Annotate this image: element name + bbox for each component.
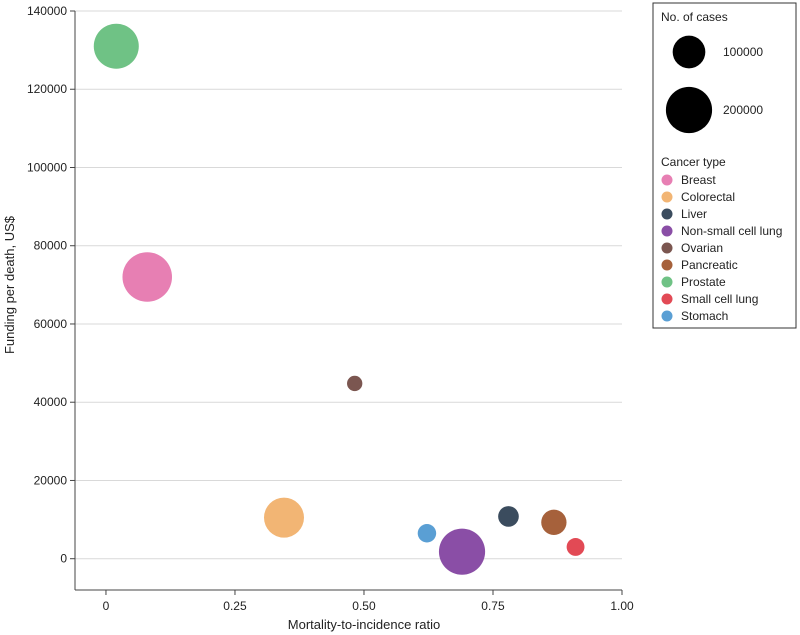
y-tick-label: 20000 [34,473,68,487]
x-tick-label: 0.50 [352,599,376,613]
legend-swatch [661,242,673,254]
gridlines [75,10,622,560]
x-tick-label: 0.25 [223,599,247,613]
y-tick-label: 100000 [27,160,67,174]
legend-swatch [661,276,673,288]
legend-swatch [661,293,673,305]
size-legend-label: 100000 [723,45,763,59]
size-legend-title: No. of cases [661,10,728,24]
y-tick-label: 0 [60,552,67,566]
legend-label: Colorectal [681,190,735,204]
bubble-ovarian [347,375,363,392]
x-tick-label: 0 [103,599,110,613]
size-legend: 100000 200000 [665,35,763,134]
axes [74,11,622,591]
color-legend-title: Cancer type [661,155,726,169]
y-axis-title: Funding per death, US$ [2,215,17,354]
bubble-non-small-cell-lung [438,528,486,575]
legend-label: Small cell lung [681,292,758,306]
legend-swatch [661,225,673,237]
x-axis-title: Mortality-to-incidence ratio [288,617,440,632]
bubbles [93,23,585,575]
legend-label: Non-small cell lung [681,224,782,238]
y-ticks: 0 20000 40000 60000 80000 100000 120000 140000 [27,4,75,566]
legend-label: Liver [681,207,707,221]
bubble-stomach [417,524,437,543]
legend-swatch [661,174,673,186]
legend-swatch [661,310,673,322]
legend-label: Pancreatic [681,258,738,272]
legend-label: Prostate [681,275,726,289]
y-tick-label: 80000 [34,239,68,253]
legend-swatch [661,191,673,203]
bubble-breast [122,252,173,302]
bubble-small-cell-lung [566,538,585,556]
legend-label: Ovarian [681,241,723,255]
x-tick-label: 0.75 [481,599,505,613]
legend-swatch [661,259,673,271]
legend-label: Breast [681,173,716,187]
x-ticks: 0 0.25 0.50 0.75 1.00 [103,590,634,613]
legend-label: Stomach [681,309,728,323]
y-tick-label: 40000 [34,395,68,409]
size-legend-bubble [665,86,713,134]
y-tick-label: 120000 [27,82,67,96]
y-tick-label: 60000 [34,317,68,331]
bubble-pancreatic [541,509,567,535]
y-tick-label: 140000 [27,4,67,18]
size-legend-label: 200000 [723,103,763,117]
bubble-colorectal [263,497,304,538]
x-tick-label: 1.00 [610,599,634,613]
bubble-prostate [93,23,139,69]
bubble-liver [498,506,519,527]
legend-swatch [661,208,673,220]
size-legend-bubble [672,35,706,69]
color-legend: Breast Colorectal Liver Non-small cell lung… [661,173,782,323]
legend: No. of cases 100000 200000 Cancer type Br… [652,2,797,329]
